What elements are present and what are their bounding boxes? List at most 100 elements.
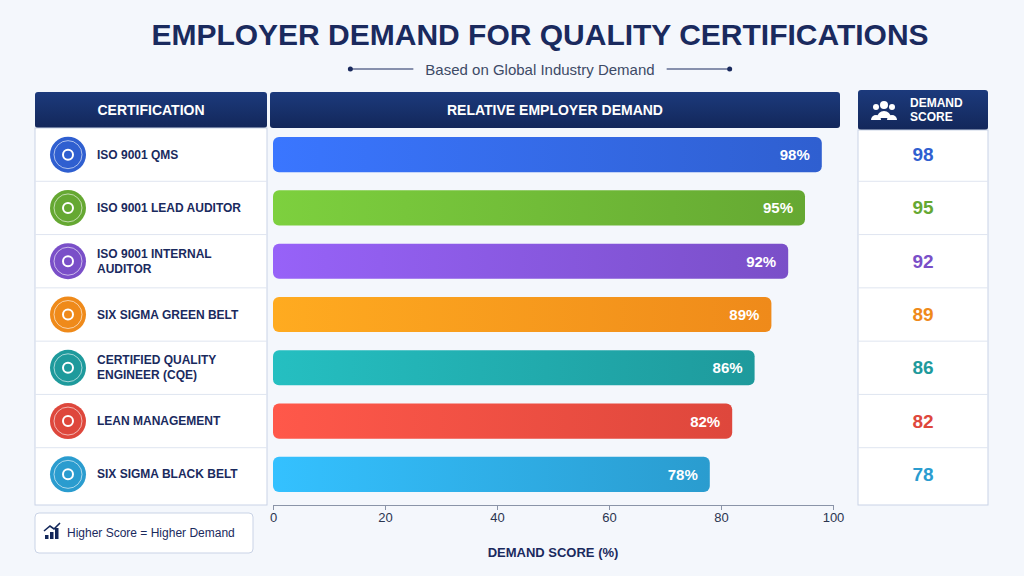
category-icon <box>50 456 86 492</box>
category-icon <box>50 243 86 279</box>
data-label: 78% <box>668 466 698 483</box>
row-separator <box>858 447 988 448</box>
icon-part <box>44 523 60 531</box>
icon-part <box>50 456 86 492</box>
tick: 60 <box>602 505 616 525</box>
bar <box>273 457 710 492</box>
data-label: 89% <box>729 306 759 323</box>
subtitle-dot <box>727 67 732 72</box>
row-separator <box>35 341 267 342</box>
row-separator <box>35 234 267 235</box>
data-labels: 98% 95% 92% 89% 86% 82% 78% <box>668 146 810 483</box>
tick-label: 60 <box>602 510 616 525</box>
data-label: 92% <box>746 253 776 270</box>
icon-part <box>50 243 86 279</box>
icon-part <box>877 111 891 118</box>
chart: EMPLOYER DEMAND FOR QUALITY CERTIFICATIO… <box>0 0 1024 576</box>
category-label: ISO 9001 QMS <box>97 148 178 162</box>
row-separator <box>858 287 988 288</box>
row-separator <box>35 447 267 448</box>
score: 86 <box>912 357 933 378</box>
icon-part <box>55 528 59 539</box>
row-separator <box>35 394 267 395</box>
row-separator <box>858 234 988 235</box>
score: 89 <box>912 304 933 325</box>
tick-label: 20 <box>378 510 392 525</box>
panel <box>858 130 988 505</box>
subtitle-dot <box>348 67 353 72</box>
icon-part <box>50 190 86 226</box>
icon-part <box>54 247 82 275</box>
category-label: ISO 9001 INTERNALAUDITOR <box>97 247 212 276</box>
column-header: DEMANDSCORE <box>910 96 963 124</box>
row-separator <box>35 287 267 288</box>
row-separator <box>35 181 267 182</box>
header-box <box>35 92 267 128</box>
icon-part <box>54 141 82 169</box>
icon-part <box>50 137 86 173</box>
icon-part <box>50 403 86 439</box>
data-label: 98% <box>780 146 810 163</box>
tick: 0 <box>270 505 277 525</box>
x-axis: 0 20 40 60 80 100 <box>270 505 844 525</box>
tick: 40 <box>490 505 504 525</box>
icon-part <box>54 194 82 222</box>
subtitle-rule <box>667 68 730 69</box>
tick-label: 0 <box>270 510 277 525</box>
bar <box>273 403 732 438</box>
tick: 80 <box>714 505 728 525</box>
category-icon <box>50 190 86 226</box>
icon-part <box>54 354 82 382</box>
icon-part <box>63 256 73 266</box>
bar <box>273 190 805 225</box>
tick: 100 <box>823 505 845 525</box>
icon-part <box>63 310 73 320</box>
icon-part <box>63 363 73 373</box>
bar <box>273 350 755 385</box>
icon-part <box>54 301 82 329</box>
icon-part <box>873 104 879 110</box>
category-label: CERTIFIED QUALITYENGINEER (CQE) <box>97 353 216 382</box>
bar <box>273 297 771 332</box>
row-separator <box>858 341 988 342</box>
data-label: 82% <box>690 413 720 430</box>
category-label: SIX SIGMA BLACK BELT <box>97 467 238 481</box>
icon-part <box>54 460 82 488</box>
bars <box>273 137 822 492</box>
category-label: LEAN MANAGEMENT <box>97 414 221 428</box>
icon-part <box>54 407 82 435</box>
icon-part <box>880 101 888 109</box>
column-header: RELATIVE EMPLOYER DEMAND <box>447 102 663 118</box>
icon-part <box>63 203 73 213</box>
tick-label: 100 <box>823 510 845 525</box>
category-label: ISO 9001 LEAD AUDITOR <box>97 201 241 215</box>
subtitle-rule <box>350 68 413 69</box>
header-box <box>270 92 840 128</box>
header-icon <box>871 101 897 120</box>
score: 98 <box>912 144 933 165</box>
row-separator <box>858 181 988 182</box>
category-icon <box>50 403 86 439</box>
title: EMPLOYER DEMAND FOR QUALITY CERTIFICATIO… <box>151 18 928 51</box>
icon-part <box>50 532 54 539</box>
scores: 98959289868278 <box>912 144 934 485</box>
score: 95 <box>912 197 934 218</box>
background <box>0 0 1024 576</box>
header-box <box>858 90 988 130</box>
icon-part <box>63 469 73 479</box>
data-label: 95% <box>763 199 793 216</box>
category-label: SIX SIGMA GREEN BELT <box>97 308 239 322</box>
note: Higher Score = Higher Demand <box>67 526 235 540</box>
category-icon <box>50 297 86 333</box>
icon-part <box>63 150 73 160</box>
tick: 20 <box>378 505 392 525</box>
axis-line <box>274 505 834 506</box>
tick-label: 40 <box>490 510 504 525</box>
icon-part <box>889 104 895 110</box>
subtitle: Based on Global Industry Demand <box>425 61 654 78</box>
bar <box>273 244 788 279</box>
score: 78 <box>912 464 933 485</box>
data-label: 86% <box>713 359 743 376</box>
icon-part <box>45 535 49 539</box>
tick-label: 80 <box>714 510 728 525</box>
